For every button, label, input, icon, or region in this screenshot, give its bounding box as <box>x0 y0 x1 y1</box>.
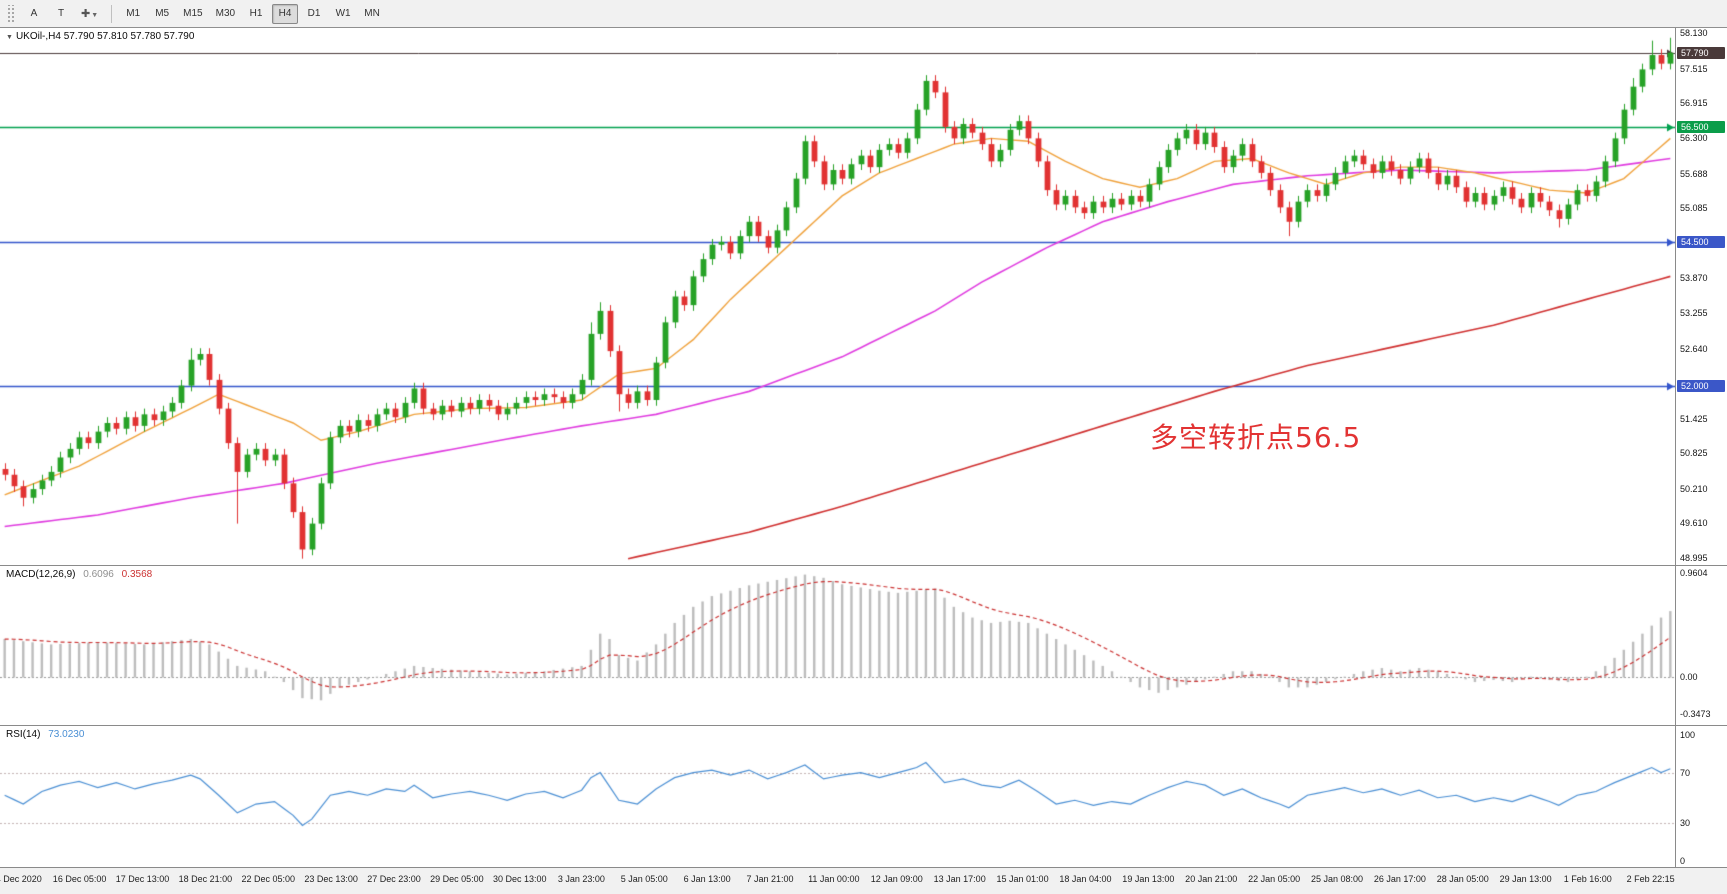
time-label: 6 Jan 13:00 <box>683 874 731 884</box>
macd-signal-value: 0.3568 <box>121 569 153 580</box>
rsi-panel: RSI(14) 73.0230 100 70 30 0 <box>0 726 1727 868</box>
timeframe-m1-button[interactable]: M1 <box>120 4 146 24</box>
main-chart-panel: ▼ UKOil-,H4 57.790 57.810 57.780 57.790 多… <box>0 28 1727 566</box>
time-label: 22 Dec 05:00 <box>241 874 296 884</box>
time-label: 27 Dec 23:00 <box>367 874 421 884</box>
crosshair-icon: ✚ <box>81 7 91 20</box>
time-label: 14 Dec 2020 <box>0 874 42 884</box>
toolbar: A T ✚▼ M1 M5 M15 M30 H1 H4 D1 W1 MN <box>0 0 1727 28</box>
time-label: 18 Jan 04:00 <box>1059 874 1112 884</box>
price-tick: 56.300 <box>1680 133 1708 144</box>
rsi-tick: 0 <box>1680 855 1686 866</box>
time-label: 25 Jan 08:00 <box>1310 874 1363 884</box>
chevron-down-icon: ▼ <box>91 11 99 19</box>
time-label: 11 Jan 00:00 <box>808 874 860 884</box>
time-label: 13 Jan 17:00 <box>933 874 986 884</box>
arrow-tool-button[interactable]: A <box>22 4 46 24</box>
symbol-ohlc-text: UKOil-,H4 57.790 57.810 57.780 57.790 <box>15 31 195 42</box>
time-label: 18 Dec 21:00 <box>178 874 233 884</box>
price-tick: 57.515 <box>1680 63 1708 74</box>
price-tick: 50.825 <box>1680 448 1708 459</box>
time-label: 26 Jan 17:00 <box>1373 874 1426 884</box>
time-label: 1 Feb 16:00 <box>1563 874 1612 884</box>
price-badge: 52.000 <box>1677 379 1725 392</box>
time-label: 2 Feb 22:15 <box>1626 874 1675 884</box>
macd-tick: 0.9604 <box>1680 568 1708 579</box>
time-axis[interactable]: 14 Dec 2020 16 Dec 05:00 17 Dec 13:00 18 De… <box>0 868 1727 894</box>
time-label: 17 Dec 13:00 <box>115 874 170 884</box>
timeframe-m5-button[interactable]: M5 <box>149 4 175 24</box>
timeframe-mn-button[interactable]: MN <box>359 4 385 24</box>
rsi-label: RSI(14) <box>6 729 41 740</box>
rsi-tick: 70 <box>1680 767 1691 778</box>
time-label: 22 Jan 05:00 <box>1248 874 1301 884</box>
toolbar-grip-icon[interactable] <box>6 4 15 23</box>
time-label: 7 Jan 21:00 <box>746 874 794 884</box>
price-tick: 53.255 <box>1680 308 1708 319</box>
time-label: 23 Dec 13:00 <box>304 874 358 884</box>
symbol-header: ▼ UKOil-,H4 57.790 57.810 57.780 57.790 <box>6 31 194 42</box>
price-axis[interactable]: 58.130 57.515 56.915 56.300 55.688 55.085 53.8… <box>1675 28 1727 565</box>
time-label: 5 Jan 05:00 <box>620 874 668 884</box>
time-label: 16 Dec 05:00 <box>52 874 107 884</box>
time-label: 12 Jan 09:00 <box>870 874 923 884</box>
macd-main-value: 0.6096 <box>83 569 114 580</box>
time-label: 20 Jan 21:00 <box>1185 874 1238 884</box>
timeframe-h1-button[interactable]: H1 <box>243 4 269 24</box>
rsi-tick: 30 <box>1680 817 1691 828</box>
time-label: 19 Jan 13:00 <box>1122 874 1175 884</box>
rsi-header: RSI(14) 73.0230 <box>6 729 84 740</box>
crosshair-tool-dropdown[interactable]: ✚▼ <box>76 4 103 24</box>
rsi-axis[interactable]: 100 70 30 0 <box>1675 726 1727 867</box>
chart-annotation-text: 多空转折点56.5 <box>1150 421 1362 454</box>
price-tick: 55.688 <box>1680 168 1708 179</box>
time-label: 29 Dec 05:00 <box>430 874 484 884</box>
time-label: 15 Jan 01:00 <box>996 874 1049 884</box>
price-chart-canvas[interactable] <box>0 28 1675 565</box>
text-tool-button[interactable]: T <box>49 4 73 24</box>
price-tick: 52.640 <box>1680 343 1708 354</box>
time-label: 3 Jan 23:00 <box>557 874 605 884</box>
macd-tick: 0.00 <box>1680 671 1698 682</box>
timeframe-m30-button[interactable]: M30 <box>211 4 240 24</box>
price-tick: 53.870 <box>1680 273 1708 284</box>
rsi-tick: 100 <box>1680 729 1696 740</box>
timeframe-d1-button[interactable]: D1 <box>301 4 327 24</box>
price-tick: 58.130 <box>1680 28 1708 39</box>
timeframe-w1-button[interactable]: W1 <box>330 4 356 24</box>
symbol-dropdown-icon[interactable]: ▼ <box>6 34 13 41</box>
price-tick: 49.610 <box>1680 518 1708 529</box>
price-tick: 56.915 <box>1680 98 1708 109</box>
macd-header: MACD(12,26,9) 0.6096 0.3568 <box>6 569 152 580</box>
macd-label: MACD(12,26,9) <box>6 569 76 580</box>
timeframe-m15-button[interactable]: M15 <box>178 4 207 24</box>
time-label: 28 Jan 05:00 <box>1436 874 1489 884</box>
macd-canvas[interactable] <box>0 566 1675 725</box>
macd-axis[interactable]: 0.9604 0.00 -0.3473 <box>1675 566 1727 725</box>
time-label: 29 Jan 13:00 <box>1499 874 1552 884</box>
macd-panel: MACD(12,26,9) 0.6096 0.3568 0.9604 0.00 -0… <box>0 566 1727 726</box>
timeframe-h4-button[interactable]: H4 <box>272 3 299 24</box>
price-badge: 56.500 <box>1677 120 1725 133</box>
time-label: 30 Dec 13:00 <box>492 874 547 884</box>
macd-tick: -0.3473 <box>1680 708 1711 719</box>
price-badge: 54.500 <box>1677 235 1725 248</box>
toolbar-separator <box>111 4 113 23</box>
price-tick: 51.425 <box>1680 413 1708 424</box>
price-badge: 57.790 <box>1677 46 1725 59</box>
rsi-canvas[interactable] <box>0 726 1675 867</box>
price-tick: 50.210 <box>1680 483 1708 494</box>
rsi-value: 73.0230 <box>48 729 85 740</box>
price-tick: 48.995 <box>1680 553 1708 564</box>
price-tick: 55.085 <box>1680 203 1708 214</box>
